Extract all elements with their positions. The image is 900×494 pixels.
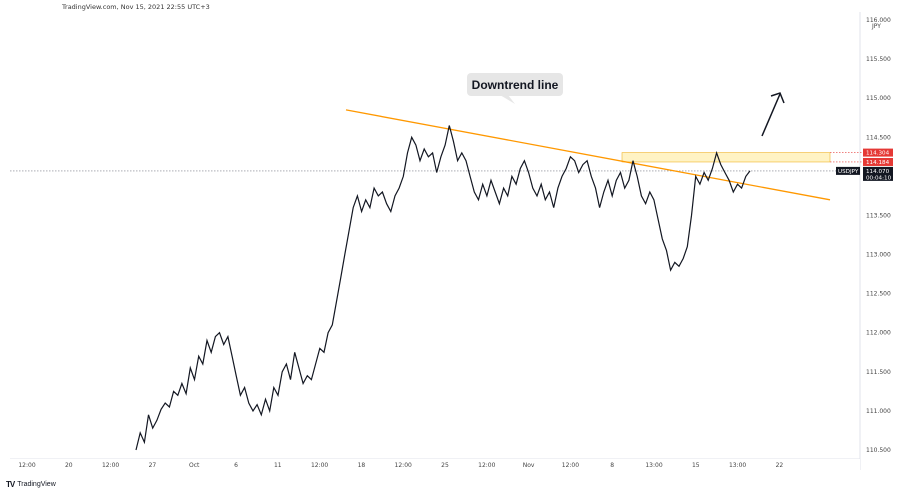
y-tick-label: 111.500 [866, 369, 891, 376]
y-tick-label: 111.000 [866, 408, 891, 415]
callout-pointer [500, 95, 515, 104]
price-tag-bg [863, 148, 893, 157]
x-tick-label: 6 [234, 462, 238, 469]
x-tick-label: 12:00 [478, 462, 495, 469]
up-arrow-icon [761, 92, 785, 137]
y-tick-label: 115.000 [866, 95, 891, 102]
price-tag-bg [863, 166, 893, 181]
resistance-zone-rect [621, 152, 831, 163]
x-tick-label: 11 [274, 462, 282, 469]
x-tick-label: 25 [441, 462, 449, 469]
currency-label: JPY [871, 23, 881, 30]
y-tick-label: 116.000 [866, 17, 891, 24]
y-tick-label: 113.500 [866, 212, 891, 219]
time-axis-bg [10, 459, 860, 471]
y-tick-label: 112.500 [866, 291, 891, 298]
resistance-zone [621, 152, 862, 163]
price-tag-bg [863, 157, 893, 166]
x-tick-label: 12:00 [18, 462, 35, 469]
y-tick-label: 114.500 [866, 134, 891, 141]
y-tick-label: 112.000 [866, 330, 891, 337]
symbol-tag-text: USDJPY [838, 169, 859, 175]
x-tick-label: 13:00 [729, 462, 746, 469]
price-tag: 114.304 [863, 148, 893, 157]
tradingview-logo-icon: TV [6, 480, 15, 489]
x-tick-label: Nov [523, 462, 535, 469]
x-tick-label: 12:00 [311, 462, 328, 469]
price-series-line [135, 125, 751, 451]
y-tick-label: 115.500 [866, 56, 891, 63]
downtrend-callout: Downtrend line [467, 73, 563, 104]
x-tick-label: 22 [776, 462, 784, 469]
symbol-tag-bg [836, 166, 860, 175]
y-tick-label: 110.500 [866, 447, 891, 454]
x-tick-label: 27 [149, 462, 157, 469]
downtrend-line [345, 109, 831, 201]
chart-header: TradingView.com, Nov 15, 2021 22:55 UTC+… [62, 3, 210, 11]
x-tick-label: 12:00 [562, 462, 579, 469]
callout-box [467, 73, 563, 96]
x-tick-label: 8 [610, 462, 614, 469]
x-tick-label: Oct [189, 462, 200, 469]
callout-text: Downtrend line [472, 78, 559, 92]
price-tag-label: 114.070 [866, 169, 890, 175]
x-tick-label: 20 [65, 462, 73, 469]
footer-brand-text: TradingView [17, 481, 56, 488]
x-tick-label: 12:00 [395, 462, 412, 469]
x-tick-label: 13:00 [645, 462, 662, 469]
price-tag: 114.184 [863, 157, 893, 166]
time-axis: 12:00 20 12:00 27 Oct 6 11 12:00 18 12:00 25 12:00 N… [18, 462, 783, 469]
x-tick-label: 12:00 [102, 462, 119, 469]
price-tag-countdown: 00:04:10 [866, 175, 892, 181]
footer-brand: TV TradingView [6, 480, 56, 489]
price-tag-label: 114.304 [866, 151, 890, 157]
x-tick-label: 15 [692, 462, 700, 469]
y-tick-label: 113.000 [866, 252, 891, 259]
price-tag-label: 114.184 [866, 160, 890, 166]
price-axis: 116.000115.500115.000114.500114.000113.5… [866, 17, 891, 454]
x-tick-label: 18 [358, 462, 366, 469]
